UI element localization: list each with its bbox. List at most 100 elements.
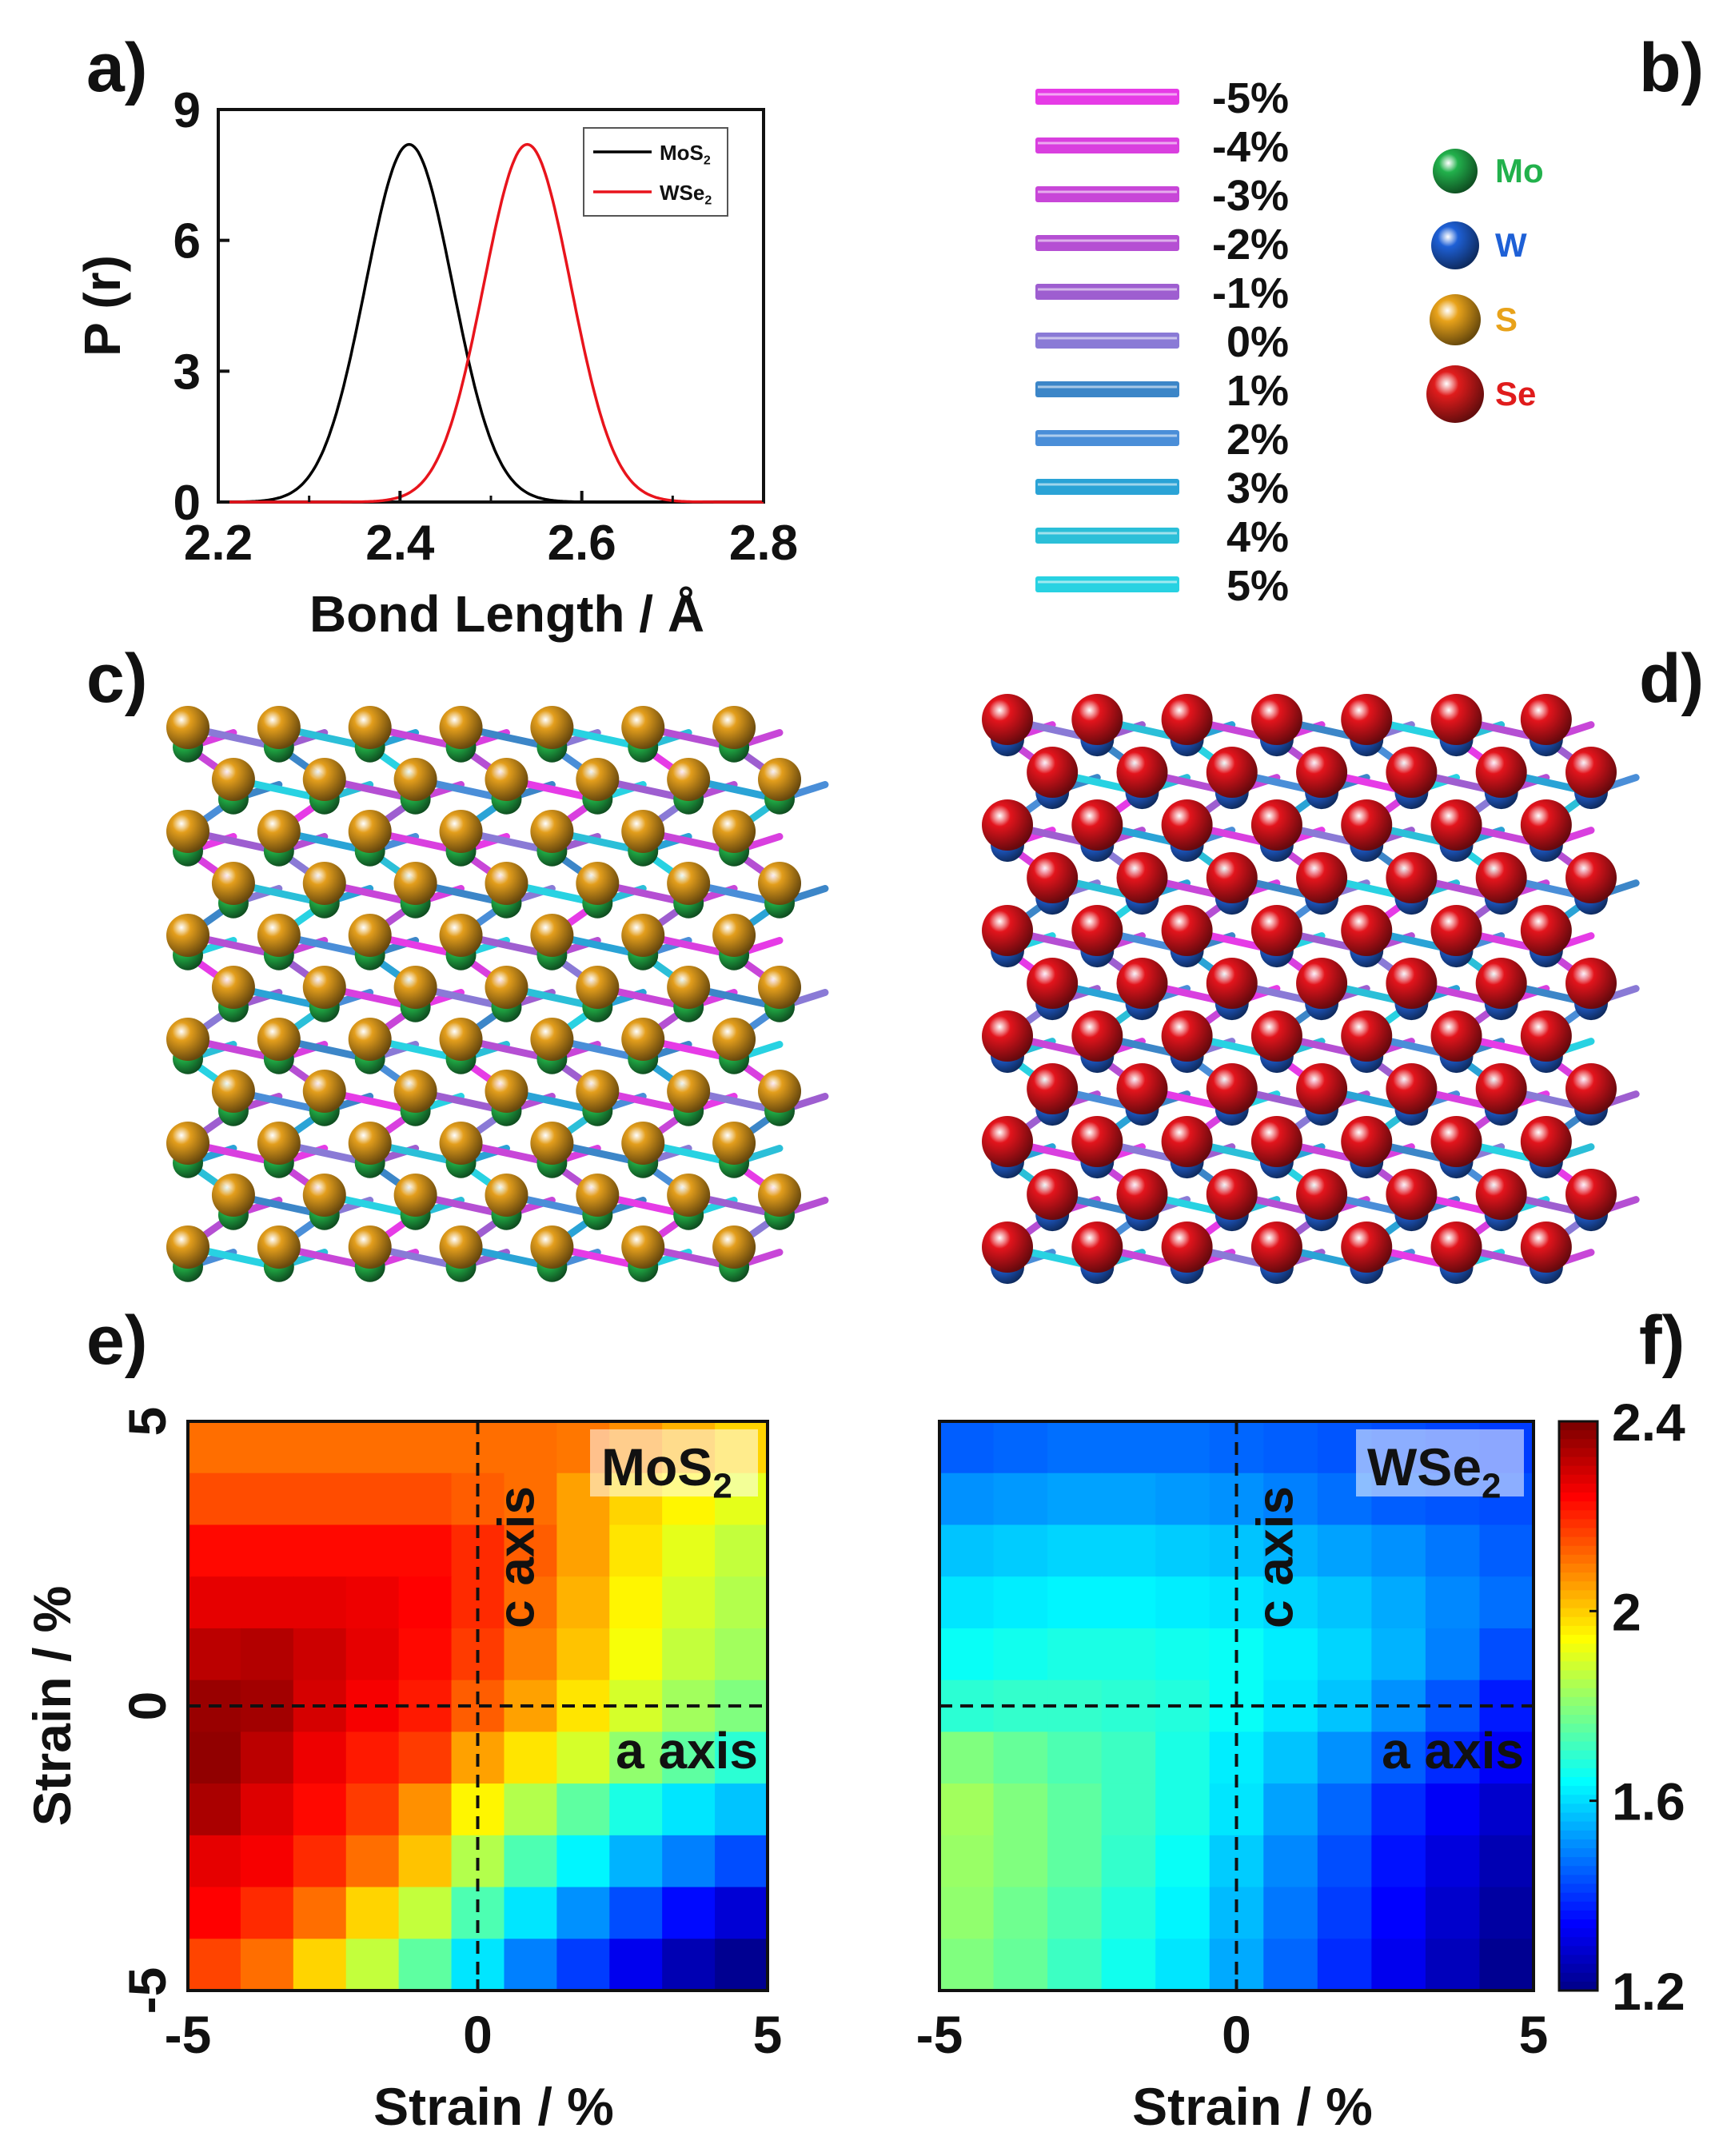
lattice-bond	[1362, 1032, 1461, 1060]
lattice-bond	[639, 1249, 692, 1271]
lattice-bond	[1453, 1052, 1506, 1093]
lattice-bond	[1362, 1158, 1415, 1198]
heatmap-cell	[662, 1473, 716, 1526]
lattice-bond	[593, 1197, 647, 1219]
lattice-bond	[1183, 927, 1281, 954]
lattice-bond	[1362, 1249, 1415, 1271]
lattice-metal-atom	[764, 1095, 795, 1126]
strain-legend-label: 2%	[1226, 416, 1289, 464]
lattice-bond	[366, 723, 465, 751]
colorbar-segment	[1559, 1741, 1597, 1752]
lattice-bond	[1183, 827, 1236, 849]
lattice-bond	[366, 1035, 465, 1063]
lattice-chalcogen-atom	[758, 966, 801, 1009]
lattice-bond	[639, 723, 738, 751]
lattice-bond	[412, 1093, 465, 1115]
lattice-bond	[1542, 721, 1595, 743]
lattice-bond	[321, 885, 374, 907]
heatmap-cell	[556, 1524, 611, 1577]
lattice-metal-atom	[1125, 881, 1159, 915]
heatmap-cell	[556, 1473, 611, 1526]
colorbar-segment	[1559, 1510, 1597, 1520]
lattice-bond	[457, 1055, 510, 1095]
heatmap-cell	[504, 1939, 558, 1991]
lattice-metal-atom	[673, 1199, 704, 1230]
lattice-bond	[548, 833, 601, 855]
lattice-metal-atom	[400, 1095, 431, 1126]
heatmap-cell	[556, 1939, 611, 1991]
lattice-chalcogen-atom	[1027, 747, 1079, 798]
lattice-bond	[457, 931, 556, 959]
x-axis-label: Bond Length / Å	[309, 585, 704, 643]
lattice-bond	[1273, 1105, 1326, 1146]
heatmap-cell	[345, 1887, 400, 1940]
lattice-chalcogen-atom	[982, 694, 1033, 745]
strain-legend-swatch	[1035, 284, 1179, 300]
lattice-metal-atom	[173, 1043, 203, 1074]
heatmap-cell	[1263, 1628, 1318, 1681]
lattice-bond	[502, 1197, 556, 1219]
lattice-bond	[1542, 894, 1595, 935]
lattice-bond	[1453, 821, 1550, 849]
lattice-chalcogen-atom	[439, 1225, 483, 1269]
atom-legend-label: Se	[1495, 375, 1536, 412]
lattice-bond	[548, 899, 601, 939]
heatmap-cell	[939, 1680, 995, 1733]
lattice-metal-atom	[400, 991, 431, 1022]
lattice-bond	[1138, 879, 1191, 902]
lattice-bond	[1273, 1249, 1326, 1271]
y-tick-label: 6	[173, 214, 201, 269]
lattice-bond	[639, 1055, 692, 1095]
lattice-bond	[275, 729, 329, 751]
lattice-metal-atom	[1439, 1145, 1474, 1179]
y-tick-label: 9	[173, 83, 201, 138]
lattice-chalcogen-atom	[1250, 799, 1302, 851]
atom-legend-label: S	[1495, 301, 1518, 338]
colorbar-segment	[1559, 1528, 1597, 1538]
lattice-bond	[1362, 841, 1415, 882]
heatmap-cell	[715, 1524, 768, 1577]
heatmap-cell	[451, 1680, 505, 1733]
lattice-chalcogen-atom	[485, 966, 528, 1009]
lattice-chalcogen-atom	[1475, 852, 1527, 903]
lattice-chalcogen-atom	[1430, 1010, 1482, 1062]
lattice-chalcogen-atom	[1475, 747, 1527, 798]
heatmap-cell	[1101, 1939, 1156, 1991]
heatmap-cell	[293, 1576, 347, 1629]
lattice-bond	[1228, 1190, 1326, 1218]
lattice-bond	[366, 937, 420, 959]
heatmap-cell	[345, 1680, 400, 1733]
lattice-chalcogen-atom	[1071, 905, 1123, 956]
heatmap-cell	[240, 1732, 294, 1784]
lattice-bond	[1587, 879, 1640, 902]
heatmap-cell	[1371, 1473, 1426, 1526]
heatmap-cell	[188, 1473, 241, 1526]
lattice-chalcogen-atom	[1161, 694, 1213, 745]
lattice-bond	[639, 1003, 692, 1043]
heatmap-cell	[345, 1783, 400, 1836]
lattice-chalcogen-atom	[621, 810, 665, 853]
colorbar-segment	[1559, 1670, 1597, 1680]
heatmap-cell	[609, 1732, 663, 1784]
lattice-bond	[639, 827, 738, 855]
lattice-chalcogen-atom	[712, 1122, 756, 1165]
atom-legend-ball	[1430, 294, 1481, 345]
lattice-bond	[1003, 1243, 1101, 1271]
lattice-bond	[684, 1191, 784, 1219]
heatmap-cell	[1317, 1939, 1373, 1991]
lattice-chalcogen-atom	[166, 1225, 209, 1269]
lattice-bond	[321, 879, 420, 907]
lattice-metal-atom	[445, 835, 477, 867]
colorbar-segment	[1559, 1981, 1597, 1991]
heatmap-cell	[504, 1732, 558, 1784]
heatmap-cell	[1101, 1680, 1156, 1733]
lattice-bond	[639, 729, 692, 751]
x-tick-label: 5	[753, 2005, 783, 2064]
lattice-metal-atom	[173, 731, 203, 763]
lattice-bond	[730, 729, 784, 751]
lattice-bond	[1273, 1032, 1370, 1060]
lattice-bond	[1183, 715, 1281, 743]
lattice-bond	[457, 743, 510, 783]
colorbar-segment	[1559, 1715, 1597, 1725]
heatmap-cell	[609, 1887, 663, 1940]
